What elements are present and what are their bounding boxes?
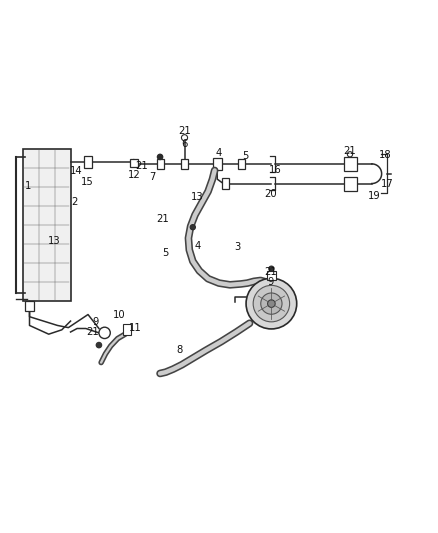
Text: 16: 16 [268, 165, 281, 175]
Text: 18: 18 [378, 150, 391, 160]
Text: 21: 21 [86, 327, 99, 337]
Bar [238, 159, 245, 169]
Text: 3: 3 [234, 242, 240, 252]
Text: 7: 7 [149, 172, 155, 182]
Text: 9: 9 [267, 277, 274, 287]
Text: 21: 21 [264, 266, 277, 277]
Text: 17: 17 [381, 180, 393, 189]
Bar [267, 271, 276, 280]
Circle shape [157, 154, 162, 159]
Text: 11: 11 [129, 324, 141, 334]
Text: 21: 21 [135, 161, 148, 171]
Circle shape [269, 266, 274, 271]
Bar [222, 179, 230, 189]
Circle shape [268, 300, 275, 308]
Text: 21: 21 [156, 214, 169, 224]
Text: 15: 15 [81, 177, 94, 187]
Text: 5: 5 [242, 151, 248, 161]
Circle shape [253, 285, 290, 322]
Text: 2: 2 [71, 197, 77, 207]
Bar [123, 324, 131, 335]
Text: 9: 9 [93, 317, 99, 327]
Circle shape [181, 135, 187, 141]
Bar [22, 149, 71, 302]
Circle shape [96, 343, 102, 348]
Text: 4: 4 [216, 148, 222, 158]
Bar [344, 157, 357, 171]
Bar [25, 302, 34, 311]
Circle shape [347, 152, 353, 157]
Text: 8: 8 [177, 345, 183, 356]
Bar [131, 159, 138, 167]
Text: 13: 13 [48, 236, 60, 246]
Text: 6: 6 [181, 139, 188, 149]
Bar [180, 159, 188, 169]
Text: 14: 14 [70, 166, 82, 176]
Text: 20: 20 [264, 189, 277, 199]
Text: 1: 1 [25, 181, 31, 191]
Text: 5: 5 [162, 248, 169, 259]
Text: 21: 21 [178, 126, 191, 136]
Bar [213, 158, 222, 170]
Circle shape [246, 278, 297, 329]
Bar [84, 156, 92, 168]
Circle shape [99, 327, 110, 338]
Circle shape [190, 224, 195, 230]
Text: 10: 10 [113, 310, 126, 320]
Text: 12: 12 [128, 170, 141, 180]
Text: 4: 4 [195, 240, 201, 251]
Text: 19: 19 [367, 191, 380, 201]
Bar [344, 176, 357, 190]
Text: 13: 13 [191, 192, 204, 201]
Text: 21: 21 [343, 146, 357, 156]
Bar [156, 159, 163, 169]
Circle shape [261, 293, 282, 314]
